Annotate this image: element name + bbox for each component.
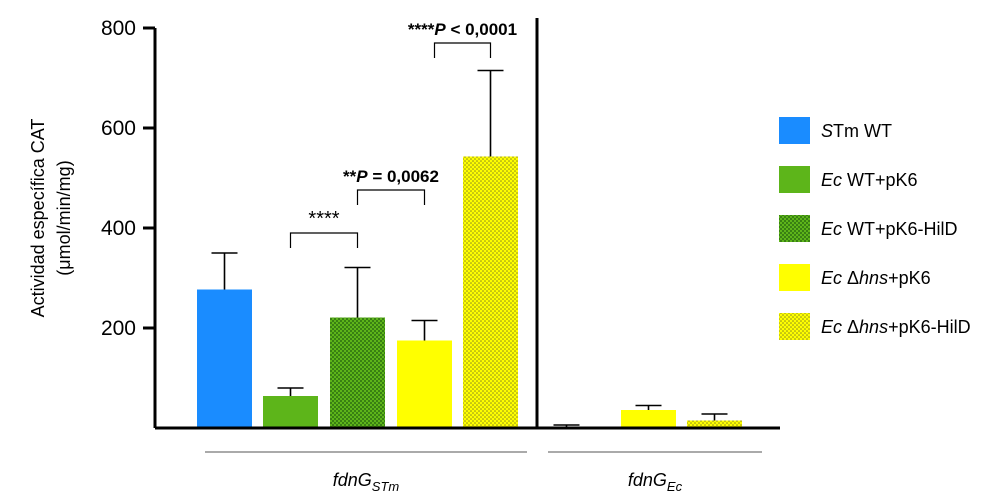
y-tick-label: 200 [101, 317, 136, 340]
significance-label: ****P < 0,0001 [408, 20, 517, 39]
y-tick-label: 400 [101, 217, 136, 240]
y-tick-label: 600 [101, 117, 136, 140]
group-label: fdnGSTm [333, 470, 400, 494]
legend-label: Ec Δhns+pK6 [821, 268, 931, 288]
legend-swatch [779, 215, 810, 242]
significance-bracket [289, 232, 359, 248]
significance-bracket [356, 189, 426, 205]
bar [687, 420, 742, 428]
legend-swatch [779, 166, 810, 193]
significance-label: **** [308, 208, 339, 230]
bar [197, 289, 252, 428]
legend-label: Ec WT+pK6 [821, 170, 918, 190]
bar [621, 410, 676, 428]
bar [463, 156, 518, 428]
y-tick-label: 800 [101, 17, 136, 40]
legend-swatch [779, 264, 810, 291]
bar [330, 317, 385, 428]
significance-label: **P = 0,0062 [343, 167, 439, 186]
y-axis-label-line1: Actividad específica CAT [28, 119, 48, 318]
bar [263, 396, 318, 428]
legend-label: Ec WT+pK6-HilD [821, 219, 958, 239]
y-axis-label-line2: (μmol/min/mg) [54, 160, 74, 275]
legend-swatch [779, 117, 810, 144]
significance-bracket [433, 42, 492, 58]
legend-label: STm WT [821, 121, 892, 141]
legend-label: Ec Δhns+pK6-HilD [821, 317, 971, 337]
bar [397, 340, 452, 428]
legend-swatch [779, 313, 810, 340]
group-label: fdnGEc [628, 470, 683, 494]
